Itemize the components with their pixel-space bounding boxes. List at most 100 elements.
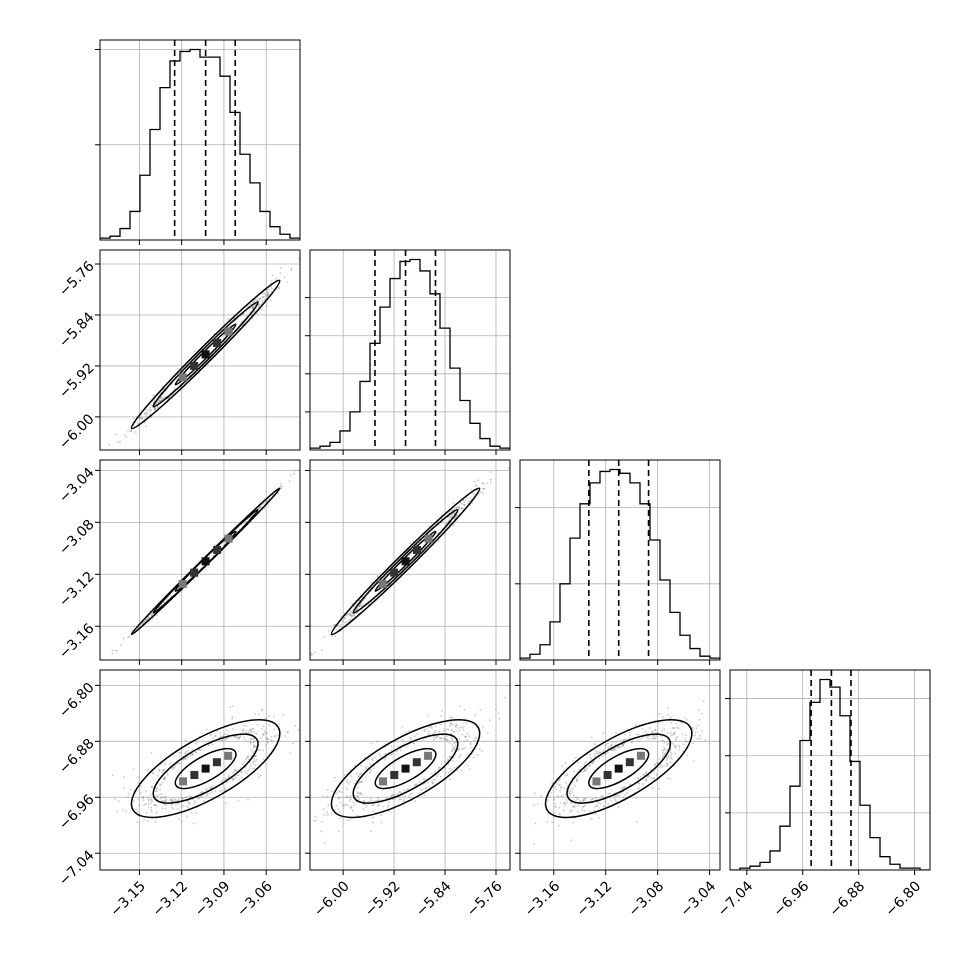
sample-point <box>465 735 467 738</box>
sample-point <box>297 729 300 731</box>
sample-point <box>349 613 352 616</box>
sample-point <box>123 786 125 789</box>
sample-point <box>289 752 292 755</box>
sample-point <box>651 787 654 789</box>
sample-point <box>138 416 141 419</box>
sample-point <box>253 306 255 308</box>
sample-point <box>163 803 166 806</box>
sample-point <box>209 786 212 789</box>
sample-point <box>385 756 387 759</box>
sample-point <box>353 782 356 785</box>
sample-point <box>343 773 346 776</box>
sample-point <box>213 544 216 547</box>
sample-point <box>184 752 187 755</box>
sample-point <box>461 733 464 736</box>
sample-point <box>438 766 441 768</box>
sample-point <box>664 765 667 768</box>
sample-point <box>540 795 542 798</box>
sample-point <box>254 745 257 748</box>
density-core <box>412 758 421 767</box>
sample-point <box>692 760 695 763</box>
sample-point <box>252 306 255 309</box>
grid-lines <box>310 460 510 660</box>
sample-point <box>459 753 462 756</box>
density-core <box>636 751 645 760</box>
sample-point <box>206 793 209 795</box>
sample-point <box>324 841 326 844</box>
sample-point <box>246 756 249 759</box>
sample-point <box>432 738 435 741</box>
sample-point <box>365 767 368 770</box>
sample-point <box>571 810 573 812</box>
sample-point <box>576 798 579 801</box>
sample-point <box>356 792 359 795</box>
histogram-panel-2 <box>515 459 721 665</box>
sample-point <box>599 802 602 805</box>
sample-point <box>235 735 237 738</box>
sample-point <box>224 738 226 741</box>
sample-point <box>166 799 169 801</box>
sample-point <box>343 617 346 620</box>
sample-point <box>576 797 579 800</box>
sample-point <box>356 796 359 799</box>
sample-point <box>161 398 164 401</box>
sample-point <box>595 750 597 753</box>
sample-point <box>261 300 264 302</box>
sample-point <box>653 764 656 767</box>
sample-point <box>614 743 617 746</box>
sample-point <box>584 797 587 800</box>
sample-point <box>698 734 701 737</box>
sample-point <box>436 775 438 778</box>
sample-point <box>405 730 407 733</box>
grid-lines <box>100 40 300 240</box>
sample-point <box>348 800 351 802</box>
sample-point <box>578 775 580 777</box>
sample-point <box>178 755 181 758</box>
sample-point <box>199 749 201 751</box>
sample-point <box>350 795 352 797</box>
sample-point <box>279 483 282 485</box>
sample-point <box>137 782 140 784</box>
sample-point <box>593 806 596 808</box>
sample-point <box>344 621 346 624</box>
sample-point <box>355 795 358 797</box>
sample-point <box>252 750 254 753</box>
sample-point <box>136 821 139 824</box>
sample-point <box>576 778 579 781</box>
sample-point <box>249 516 252 518</box>
sample-point <box>226 737 228 740</box>
sample-point <box>342 803 345 806</box>
sample-point <box>462 748 465 750</box>
sample-point <box>698 718 701 721</box>
sample-point <box>409 736 411 739</box>
sample-point <box>159 793 161 796</box>
sample-point <box>675 722 678 725</box>
sample-point <box>651 730 654 733</box>
x-tick-label: −7.04 <box>715 878 757 920</box>
sample-point <box>267 741 269 744</box>
sample-point <box>591 762 594 765</box>
sample-point <box>464 736 466 738</box>
sample-point <box>663 742 666 744</box>
sample-point <box>473 480 476 483</box>
sample-point <box>658 787 660 790</box>
sample-point <box>150 798 152 800</box>
sample-point <box>581 809 584 812</box>
sample-point <box>368 772 371 774</box>
sample-point <box>151 800 154 803</box>
sample-point <box>372 803 375 806</box>
sample-point <box>122 637 125 640</box>
sample-point <box>360 780 363 783</box>
sample-point <box>390 754 393 756</box>
sample-point <box>421 788 424 791</box>
sample-point <box>345 803 348 806</box>
sample-point <box>582 805 585 808</box>
sample-point <box>246 772 248 775</box>
sample-point <box>624 794 627 797</box>
sample-point <box>489 478 492 481</box>
sample-point <box>344 796 347 799</box>
sample-point <box>339 817 342 820</box>
sample-point <box>194 800 196 802</box>
grid-lines <box>520 460 720 660</box>
